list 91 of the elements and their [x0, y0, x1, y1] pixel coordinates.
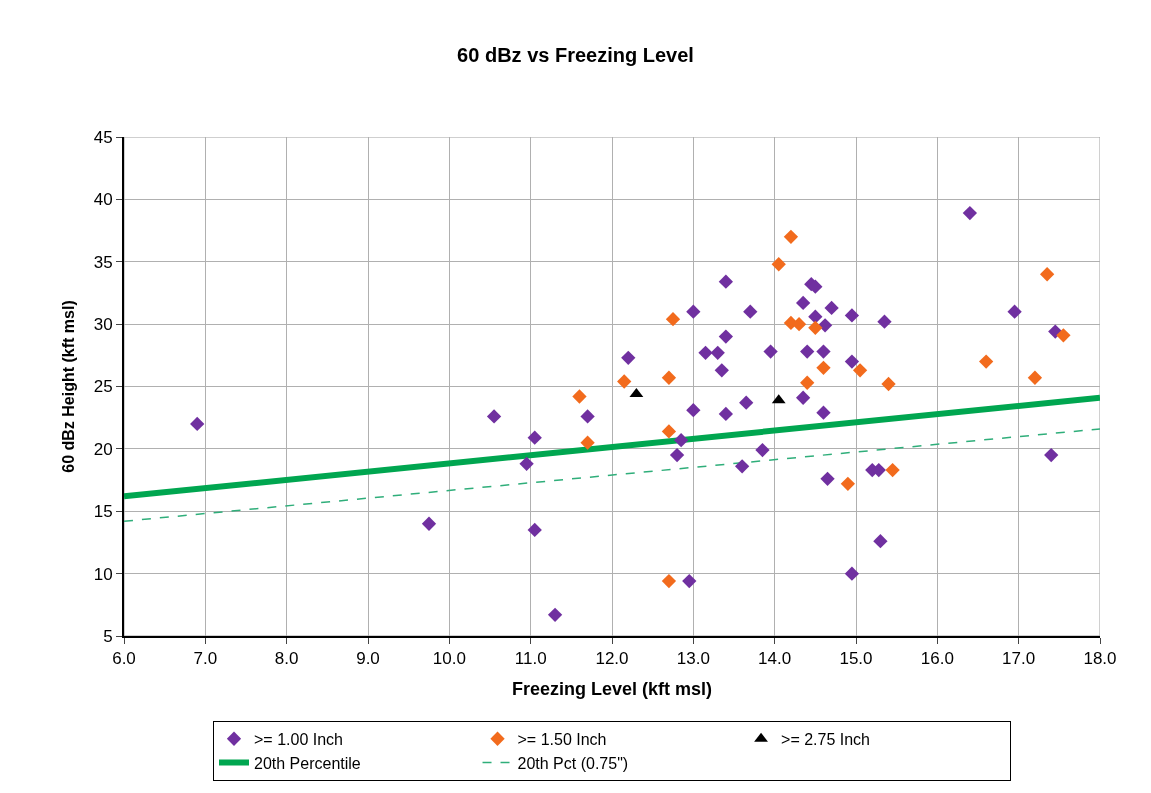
point — [527, 522, 542, 538]
point — [1027, 370, 1043, 385]
y-tick-label: 35 — [93, 252, 113, 272]
x-tick-label: 10.0 — [432, 649, 466, 669]
y-tick-label: 15 — [93, 502, 113, 522]
legend-label: 20th Percentile — [254, 754, 361, 772]
y-axis-title: 60 dBz Height (kft msl) — [60, 300, 78, 473]
point — [852, 363, 868, 378]
point — [881, 376, 896, 392]
point — [795, 295, 811, 311]
point — [621, 350, 636, 365]
point — [661, 370, 677, 385]
point — [527, 430, 542, 445]
legend-label: >= 2.75 Inch — [781, 730, 871, 748]
x-tick-label: 7.0 — [193, 649, 218, 669]
point — [844, 566, 860, 581]
point — [669, 447, 685, 463]
point — [1007, 304, 1022, 319]
point — [1044, 447, 1059, 463]
point — [795, 390, 811, 405]
point — [580, 435, 595, 450]
point — [873, 534, 888, 549]
y-tick-label: 40 — [93, 190, 113, 210]
point — [885, 462, 900, 478]
point — [421, 516, 437, 531]
legend-label: >= 1.00 Inch — [254, 730, 343, 748]
point — [686, 403, 701, 418]
x-tick-label: 8.0 — [274, 649, 299, 669]
x-tick-label: 9.0 — [356, 649, 380, 669]
point — [755, 442, 770, 458]
point — [824, 300, 839, 316]
point — [661, 424, 677, 439]
x-tick-label: 14.0 — [758, 649, 792, 669]
point — [783, 229, 799, 244]
point — [739, 395, 754, 410]
chart-title: 60 dBz vs Freezing Level — [457, 43, 694, 66]
point — [673, 432, 689, 448]
x-tick-label: 16.0 — [920, 649, 954, 669]
x-tick-label: 15.0 — [839, 649, 873, 669]
point — [844, 308, 860, 323]
point — [698, 345, 713, 360]
point — [718, 406, 734, 422]
point — [682, 573, 697, 589]
point — [816, 405, 831, 420]
point — [519, 456, 534, 471]
y-tick-label: 30 — [93, 315, 113, 335]
x-tick-label: 13.0 — [676, 649, 710, 669]
point — [486, 409, 502, 424]
point — [840, 476, 856, 491]
point — [844, 354, 860, 369]
point — [661, 573, 677, 589]
point — [617, 374, 632, 389]
point — [808, 320, 823, 336]
point — [962, 205, 978, 221]
y-tick-label: 45 — [93, 127, 113, 147]
point — [820, 471, 835, 486]
point — [665, 311, 681, 327]
point — [1039, 267, 1055, 282]
point — [547, 607, 563, 622]
point — [771, 257, 786, 272]
point — [800, 375, 815, 390]
x-tick-label: 18.0 — [1083, 649, 1117, 669]
point — [718, 274, 734, 289]
point — [580, 409, 595, 424]
point — [1056, 328, 1071, 343]
y-tick-label: 5 — [103, 626, 113, 646]
point — [718, 329, 734, 344]
legend-label: >= 1.50 Inch — [517, 730, 607, 748]
y-tick-label: 20 — [93, 439, 113, 459]
x-tick-label: 12.0 — [595, 649, 629, 669]
point — [686, 304, 701, 319]
point — [743, 304, 758, 319]
legend-label: 20th Pct (0.75") — [517, 754, 629, 772]
x-tick-label: 6.0 — [112, 649, 136, 669]
point — [572, 389, 587, 404]
y-tick-label: 25 — [93, 377, 113, 397]
point — [816, 360, 831, 375]
point — [808, 309, 823, 324]
x-tick-label: 11.0 — [514, 649, 547, 669]
point — [190, 416, 205, 432]
point — [816, 344, 831, 359]
point — [710, 345, 725, 360]
point — [978, 354, 994, 369]
point — [763, 344, 778, 359]
point — [734, 459, 750, 474]
x-axis-title: Freezing Level (kft msl) — [511, 679, 713, 699]
point — [877, 314, 892, 329]
point — [800, 344, 815, 359]
y-tick-label: 10 — [93, 564, 113, 584]
point — [714, 363, 729, 378]
x-tick-label: 17.0 — [1002, 649, 1036, 669]
